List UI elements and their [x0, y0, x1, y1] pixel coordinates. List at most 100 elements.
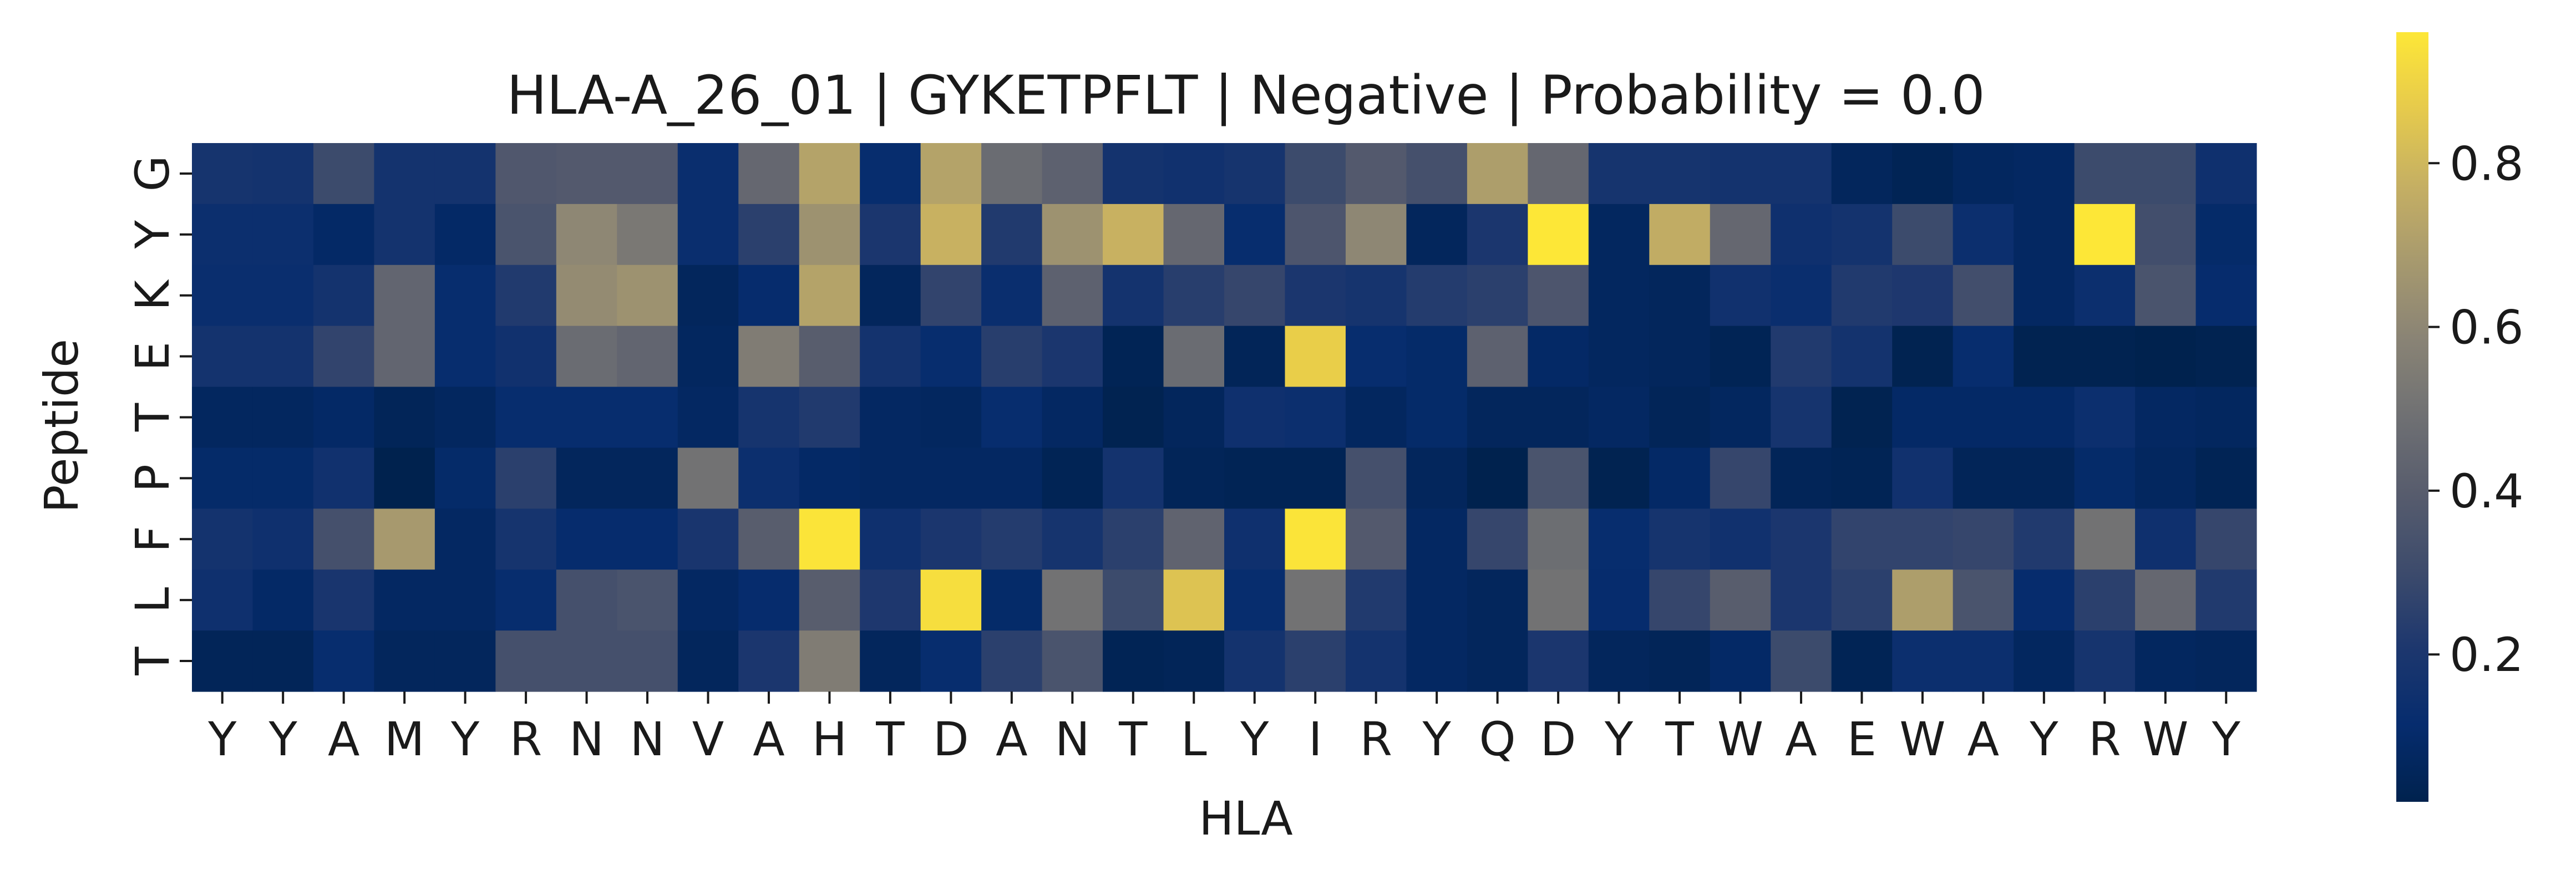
heatmap-cell: [1285, 325, 1346, 388]
heatmap-cell: [860, 447, 921, 509]
heatmap-cell: [1406, 630, 1468, 692]
heatmap-cell: [2014, 508, 2075, 570]
heatmap-cell: [1831, 204, 1893, 266]
heatmap-cell: [1588, 143, 1650, 205]
heatmap-cell: [434, 386, 496, 449]
heatmap-cell: [1771, 447, 1832, 509]
heatmap-cell: [1588, 569, 1650, 631]
heatmap-cell: [920, 143, 982, 205]
heatmap-cell: [1831, 630, 1893, 692]
heatmap-cell: [1042, 630, 1103, 692]
x-tick-label: A: [1968, 712, 1999, 766]
x-tick-label: D: [933, 712, 969, 766]
heatmap-cell: [1588, 630, 1650, 692]
heatmap-cell: [677, 630, 739, 692]
x-tick-label: D: [1540, 712, 1576, 766]
heatmap-cell: [738, 508, 800, 570]
heatmap-cell: [1892, 143, 1954, 205]
heatmap-cell: [1467, 143, 1528, 205]
heatmap-cell: [1588, 386, 1650, 449]
heatmap-cell: [495, 569, 557, 631]
heatmap-cell: [2195, 386, 2257, 449]
heatmap-cell: [434, 508, 496, 570]
heatmap-cell: [374, 265, 435, 327]
heatmap-cell: [1710, 569, 1771, 631]
heatmap-cell: [1285, 630, 1346, 692]
heatmap-cell: [2014, 204, 2075, 266]
heatmap-cell: [1163, 630, 1225, 692]
heatmap-cell: [1588, 325, 1650, 388]
heatmap-cell: [2195, 325, 2257, 388]
heatmap-cell: [192, 143, 253, 205]
x-tick-label: E: [1847, 712, 1877, 766]
heatmap-cell: [2195, 630, 2257, 692]
heatmap-cell: [1649, 569, 1711, 631]
heatmap-cell: [495, 265, 557, 327]
heatmap-cell: [2014, 265, 2075, 327]
heatmap-cell: [1892, 265, 1954, 327]
heatmap-cell: [252, 204, 314, 266]
heatmap-cell: [556, 447, 617, 509]
heatmap-cell: [860, 204, 921, 266]
heatmap-cell: [1953, 204, 2014, 266]
heatmap-cell: [738, 386, 800, 449]
heatmap-cell: [556, 325, 617, 388]
y-axis-label: Peptide: [34, 339, 89, 513]
heatmap-cell: [2135, 325, 2197, 388]
x-tick-label: M: [384, 712, 424, 766]
heatmap-cell: [2195, 143, 2257, 205]
x-tick-label: N: [1055, 712, 1090, 766]
heatmap-cell: [1467, 569, 1528, 631]
heatmap-cell: [1285, 386, 1346, 449]
heatmap-cell: [2074, 386, 2136, 449]
y-tick-label: T: [125, 403, 180, 432]
heatmap-cell: [1588, 265, 1650, 327]
heatmap-cell: [981, 630, 1043, 692]
heatmap-cell: [2074, 630, 2136, 692]
heatmap-cell: [1103, 386, 1164, 449]
heatmap-cell: [2074, 204, 2136, 266]
colorbar-tick-label: 0.6: [2450, 301, 2524, 355]
x-tick-label: W: [2142, 712, 2188, 766]
heatmap-cell: [617, 508, 678, 570]
heatmap-cell: [2074, 325, 2136, 388]
heatmap-cell: [1345, 630, 1407, 692]
heatmap-cell: [1528, 630, 1589, 692]
heatmap-cell: [1892, 569, 1954, 631]
heatmap-cell: [617, 204, 678, 266]
heatmap-cell: [1710, 265, 1771, 327]
heatmap-cell: [1953, 508, 2014, 570]
x-tick-label: T: [875, 712, 905, 766]
x-tick-label: Q: [1479, 712, 1516, 766]
heatmap-cell: [1345, 265, 1407, 327]
heatmap-cell: [1103, 143, 1164, 205]
heatmap-cell: [1163, 447, 1225, 509]
heatmap-cell: [677, 447, 739, 509]
heatmap-cell: [1224, 143, 1286, 205]
heatmap-cell: [799, 265, 860, 327]
heatmap-cell: [1345, 569, 1407, 631]
heatmap-cell: [677, 508, 739, 570]
heatmap-cell: [1649, 143, 1711, 205]
heatmap-cell: [860, 325, 921, 388]
x-tick-label: R: [510, 712, 542, 766]
heatmap-cell: [1588, 508, 1650, 570]
heatmap-cell: [495, 204, 557, 266]
heatmap-cell: [1406, 204, 1468, 266]
heatmap-cell: [1771, 569, 1832, 631]
heatmap-cell: [1103, 569, 1164, 631]
x-tick-label: A: [328, 712, 359, 766]
heatmap-cell: [1467, 508, 1528, 570]
heatmap-cell: [252, 630, 314, 692]
heatmap-cell: [1163, 508, 1225, 570]
heatmap-cell: [1528, 143, 1589, 205]
heatmap-cell: [1224, 447, 1286, 509]
heatmap-cell: [617, 630, 678, 692]
heatmap-cell: [1042, 447, 1103, 509]
heatmap-cell: [1042, 325, 1103, 388]
heatmap-cell: [1892, 630, 1954, 692]
x-tick-label: N: [569, 712, 604, 766]
heatmap-cell: [738, 569, 800, 631]
heatmap-cell: [1831, 325, 1893, 388]
